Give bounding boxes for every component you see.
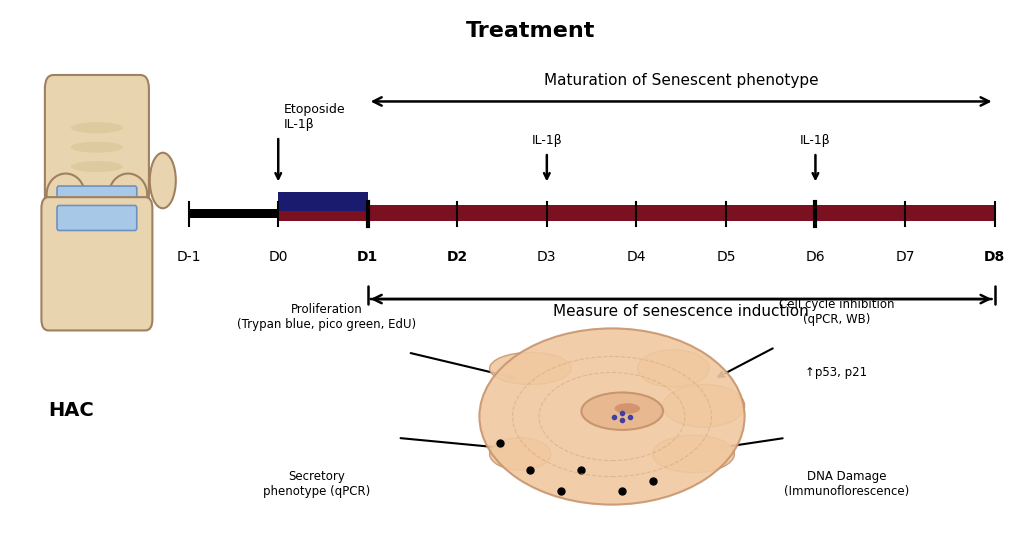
- Text: Cell cycle inhibition
(qPCR, WB): Cell cycle inhibition (qPCR, WB): [777, 298, 894, 326]
- FancyBboxPatch shape: [57, 186, 137, 214]
- Text: D1: D1: [357, 250, 378, 264]
- Bar: [278, 192, 368, 211]
- Text: Treatment: Treatment: [466, 21, 594, 41]
- Text: D0: D0: [268, 250, 287, 264]
- Text: IL-1β: IL-1β: [799, 134, 830, 147]
- Ellipse shape: [637, 350, 708, 387]
- Text: Maturation of Senescent phenotype: Maturation of Senescent phenotype: [543, 73, 817, 88]
- Text: D8: D8: [983, 250, 1004, 264]
- Ellipse shape: [71, 142, 123, 153]
- Text: D-1: D-1: [176, 250, 201, 264]
- FancyBboxPatch shape: [57, 206, 137, 231]
- Text: DNA Damage
(Immunoflorescence): DNA Damage (Immunoflorescence): [784, 470, 908, 498]
- Ellipse shape: [652, 435, 734, 473]
- Text: Measure of senescence induction: Measure of senescence induction: [552, 304, 808, 319]
- Text: HAC: HAC: [49, 400, 94, 420]
- Text: D7: D7: [895, 250, 914, 264]
- Ellipse shape: [47, 174, 85, 215]
- Ellipse shape: [71, 122, 123, 134]
- Ellipse shape: [581, 392, 662, 430]
- Ellipse shape: [71, 161, 123, 172]
- FancyBboxPatch shape: [45, 75, 149, 208]
- Text: IL-1β: IL-1β: [531, 134, 561, 147]
- Text: ↑p53, p21: ↑p53, p21: [805, 366, 866, 379]
- Text: Proliferation
(Trypan blue, pico green, EdU): Proliferation (Trypan blue, pico green, …: [236, 303, 416, 331]
- Ellipse shape: [489, 352, 571, 384]
- Text: D2: D2: [446, 250, 468, 264]
- Text: D5: D5: [715, 250, 735, 264]
- FancyBboxPatch shape: [189, 209, 994, 218]
- FancyBboxPatch shape: [42, 197, 152, 331]
- Text: D3: D3: [537, 250, 556, 264]
- Text: D6: D6: [805, 250, 824, 264]
- Ellipse shape: [479, 328, 744, 505]
- Ellipse shape: [662, 384, 744, 427]
- Text: Secretory
phenotype (qPCR): Secretory phenotype (qPCR): [262, 470, 370, 498]
- Ellipse shape: [150, 153, 175, 208]
- Text: Etoposide
IL-1β: Etoposide IL-1β: [283, 103, 344, 131]
- Ellipse shape: [109, 174, 147, 215]
- Ellipse shape: [613, 403, 640, 414]
- Text: D4: D4: [626, 250, 645, 264]
- Ellipse shape: [489, 438, 550, 470]
- Bar: [278, 205, 994, 221]
